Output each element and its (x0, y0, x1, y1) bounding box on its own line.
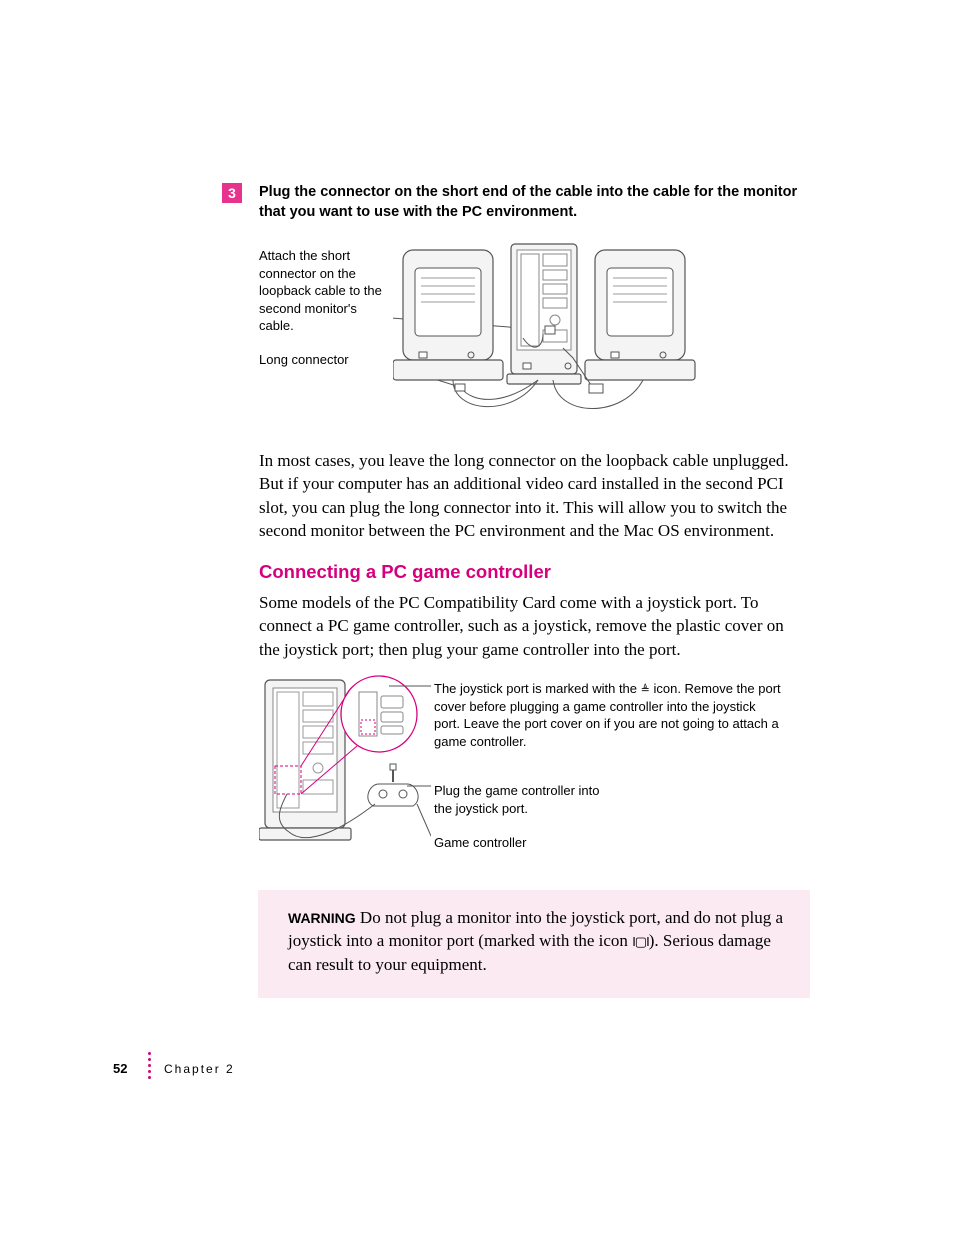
chapter-label: Chapter 2 (164, 1060, 235, 1078)
step-instruction: Plug the connector on the short end of t… (259, 183, 807, 222)
warning-text: WARNING Do not plug a monitor into the j… (288, 906, 790, 976)
page-footer: 52 (113, 1060, 127, 1078)
diagram2-joystick-caption-prefix: The joystick port is marked with the (434, 681, 641, 696)
footer-dots-icon (146, 1049, 152, 1082)
diagram2-game-controller-label: Game controller (434, 834, 574, 852)
step-number-badge: 3 (222, 183, 242, 203)
joystick-icon-inline: ≜ (641, 684, 650, 696)
diagram1-caption-short-connector: Attach the short connector on the loopba… (259, 247, 394, 335)
diagram1 (393, 238, 713, 428)
chapter-text: Chapter 2 (164, 1062, 235, 1076)
warning-label: WARNING (288, 910, 356, 926)
warning-box: WARNING Do not plug a monitor into the j… (258, 890, 810, 998)
monitor-icon: I▢I (632, 934, 649, 949)
page-number: 52 (113, 1061, 127, 1076)
section-heading: Connecting a PC game controller (259, 561, 551, 583)
diagram2-plug-caption: Plug the game controller into the joysti… (434, 782, 604, 817)
diagram2 (259, 674, 431, 859)
diagram1-caption-long-connector: Long connector (259, 351, 369, 369)
body-para-2: Some models of the PC Compatibility Card… (259, 591, 807, 661)
diagram2-joystick-caption: The joystick port is marked with the ≜ i… (434, 680, 784, 750)
body-para-1: In most cases, you leave the long connec… (259, 449, 807, 543)
